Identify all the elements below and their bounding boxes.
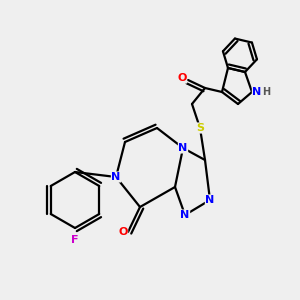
Text: O: O — [118, 227, 128, 237]
Text: N: N — [178, 143, 188, 153]
Text: N: N — [111, 172, 121, 182]
Text: F: F — [71, 235, 79, 245]
Text: H: H — [262, 87, 270, 97]
Text: S: S — [196, 123, 204, 133]
Text: N: N — [180, 210, 190, 220]
Text: O: O — [177, 73, 187, 83]
Text: N: N — [252, 87, 262, 97]
Text: N: N — [206, 195, 214, 205]
